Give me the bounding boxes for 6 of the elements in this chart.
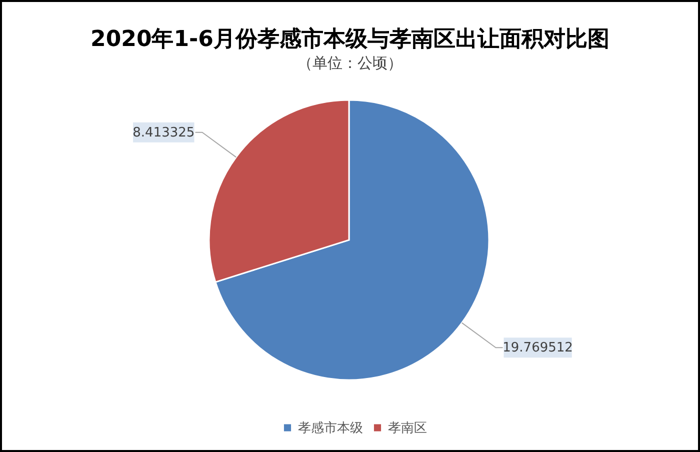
chart-subtitle: （单位：公顷）: [298, 54, 402, 72]
legend-label: 孝南区: [388, 420, 427, 436]
data-label: 8.413325: [132, 125, 195, 140]
chart-title: 2020年1-6月份孝感市本级与孝南区出让面积对比图: [90, 26, 610, 52]
legend-label: 孝感市本级: [298, 420, 363, 436]
data-label: 19.769512: [502, 340, 573, 356]
